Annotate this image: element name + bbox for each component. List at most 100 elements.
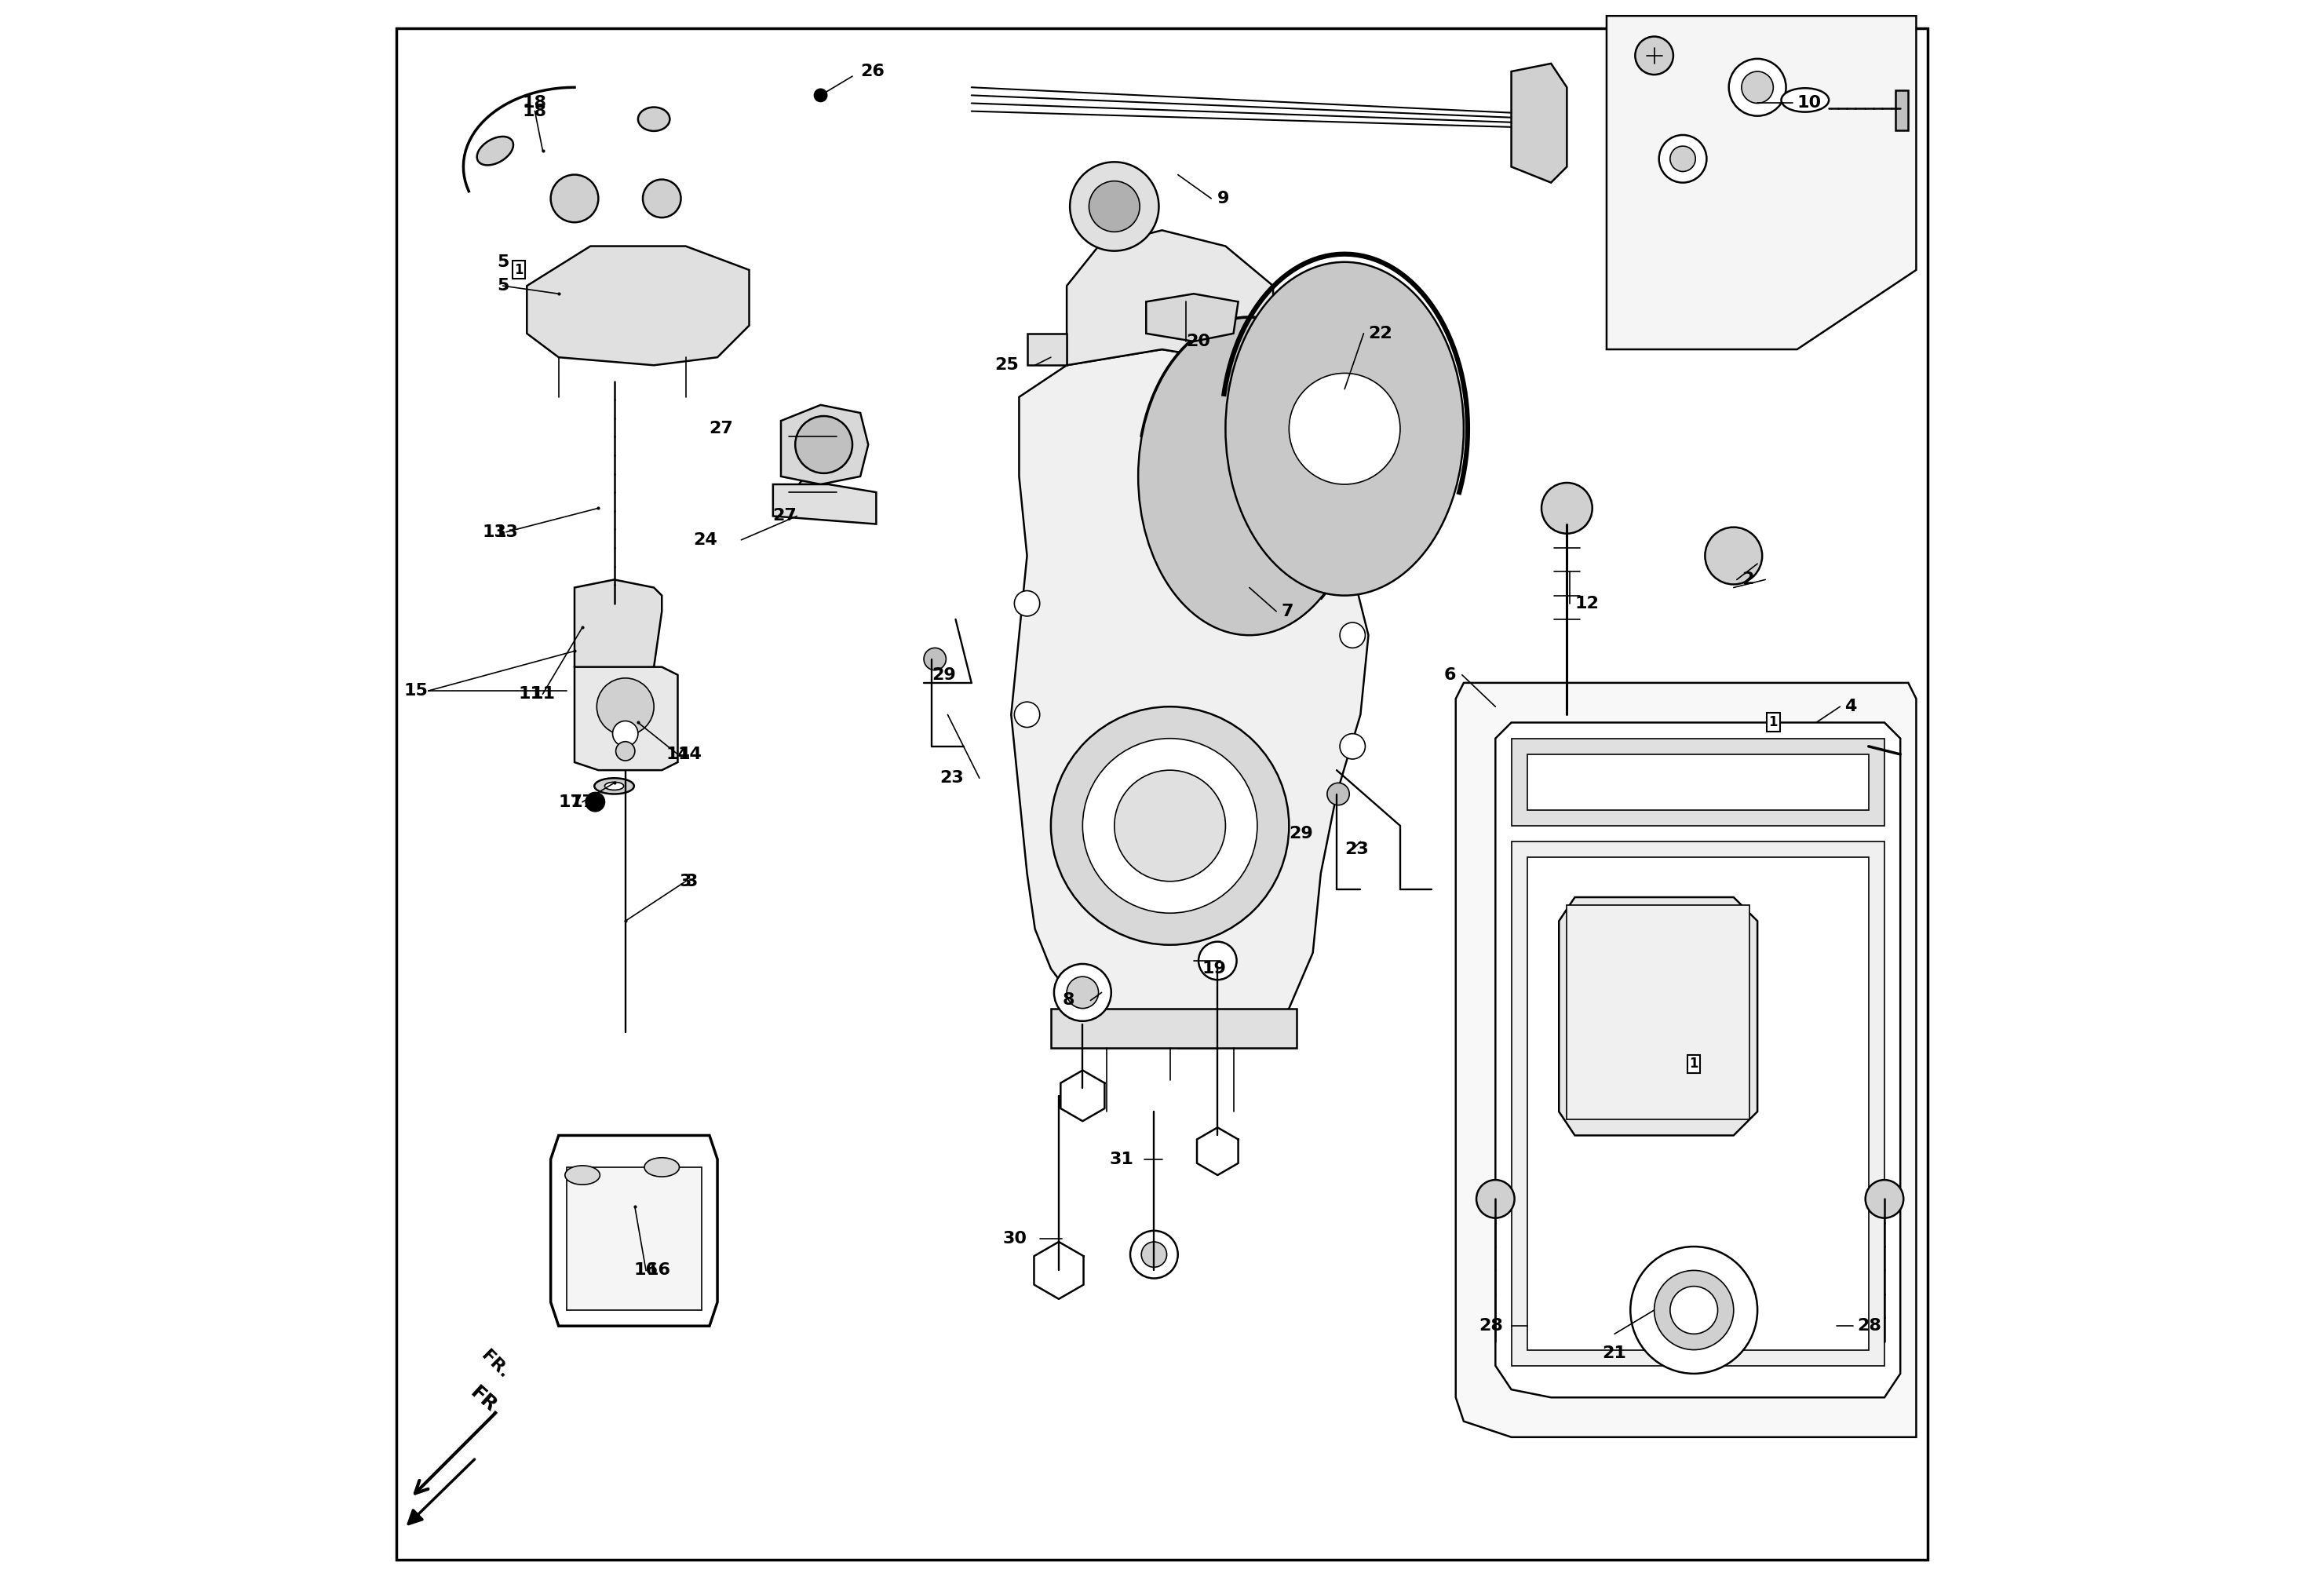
Circle shape [1290, 373, 1399, 484]
Text: 22: 22 [1369, 326, 1392, 341]
Text: 17: 17 [558, 794, 583, 810]
Ellipse shape [604, 783, 623, 791]
Polygon shape [1559, 897, 1757, 1135]
Circle shape [1069, 162, 1160, 251]
Circle shape [1116, 770, 1225, 881]
Text: 11: 11 [518, 686, 544, 702]
Circle shape [1341, 622, 1364, 648]
Text: 11: 11 [530, 686, 555, 702]
Text: 14: 14 [665, 746, 690, 762]
Circle shape [1476, 1180, 1515, 1218]
Text: 3: 3 [679, 873, 693, 889]
Text: 29: 29 [932, 667, 955, 683]
Polygon shape [1067, 230, 1274, 365]
Text: 26: 26 [860, 64, 885, 79]
Bar [1757, 730, 1845, 770]
Text: 8: 8 [1062, 993, 1074, 1008]
Polygon shape [1146, 294, 1239, 341]
Circle shape [1129, 1231, 1178, 1278]
Text: 16: 16 [634, 1262, 658, 1278]
Circle shape [925, 648, 946, 670]
Text: 20: 20 [1185, 333, 1211, 349]
Polygon shape [528, 246, 748, 365]
Circle shape [644, 179, 681, 218]
Text: 1: 1 [514, 264, 523, 276]
Ellipse shape [476, 137, 514, 165]
Bar [1511, 738, 1885, 826]
Polygon shape [1027, 333, 1067, 365]
Text: 13: 13 [481, 524, 507, 540]
Circle shape [1706, 527, 1762, 584]
Text: 5: 5 [497, 278, 509, 294]
Circle shape [797, 476, 830, 508]
Circle shape [1729, 59, 1787, 116]
Circle shape [1083, 738, 1257, 913]
Text: 13: 13 [495, 524, 518, 540]
Circle shape [1659, 135, 1706, 183]
Polygon shape [1494, 723, 1901, 1397]
Text: 27: 27 [772, 508, 797, 524]
Text: 12: 12 [1576, 596, 1599, 611]
Circle shape [797, 421, 830, 453]
Text: 24: 24 [693, 532, 718, 548]
Circle shape [616, 742, 634, 761]
Bar [1511, 842, 1885, 1366]
Ellipse shape [644, 1158, 679, 1177]
Polygon shape [574, 667, 679, 770]
Circle shape [795, 416, 853, 473]
Circle shape [551, 175, 597, 222]
Circle shape [597, 678, 653, 735]
Ellipse shape [1225, 262, 1464, 596]
Polygon shape [574, 580, 662, 675]
Circle shape [1050, 707, 1290, 945]
Text: 7: 7 [1281, 603, 1292, 619]
Text: 15: 15 [404, 683, 428, 699]
Circle shape [1327, 783, 1350, 805]
Polygon shape [551, 1135, 718, 1326]
Circle shape [1013, 591, 1039, 616]
Polygon shape [1511, 64, 1566, 183]
Bar [1527, 754, 1868, 810]
Text: 4: 4 [1845, 699, 1857, 715]
Circle shape [1655, 1270, 1734, 1350]
Text: 21: 21 [1604, 1345, 1627, 1361]
Text: 19: 19 [1202, 961, 1227, 977]
Bar [1527, 858, 1868, 1350]
Polygon shape [1606, 16, 1917, 349]
Circle shape [1341, 734, 1364, 759]
Polygon shape [1011, 349, 1369, 1048]
Text: 25: 25 [995, 357, 1020, 373]
Polygon shape [774, 484, 876, 524]
Polygon shape [1455, 683, 1917, 1437]
Polygon shape [781, 405, 869, 484]
Circle shape [1671, 1286, 1717, 1334]
Circle shape [1631, 1247, 1757, 1374]
Bar [567, 1167, 702, 1310]
Circle shape [1741, 71, 1773, 103]
Text: 29: 29 [1290, 826, 1313, 842]
Circle shape [1199, 942, 1236, 980]
Bar [1050, 1008, 1297, 1048]
Circle shape [1671, 146, 1697, 172]
Text: 30: 30 [1002, 1231, 1027, 1247]
Text: 17: 17 [569, 794, 595, 810]
Circle shape [614, 721, 639, 746]
Circle shape [1055, 964, 1111, 1021]
Circle shape [1013, 702, 1039, 727]
Circle shape [1541, 483, 1592, 534]
Ellipse shape [1139, 318, 1360, 635]
Text: 18: 18 [523, 95, 546, 111]
Circle shape [1090, 181, 1139, 232]
Text: FR.: FR. [467, 1383, 507, 1421]
Polygon shape [1741, 699, 1868, 794]
Circle shape [1067, 977, 1099, 1008]
Circle shape [813, 89, 827, 102]
Text: 31: 31 [1109, 1151, 1134, 1167]
Text: 18: 18 [523, 103, 546, 119]
Ellipse shape [565, 1166, 600, 1185]
Text: 1: 1 [1690, 1058, 1699, 1070]
Text: 10: 10 [1796, 95, 1822, 111]
Text: 5: 5 [497, 254, 509, 270]
Ellipse shape [1780, 89, 1829, 111]
Text: 16: 16 [646, 1262, 669, 1278]
